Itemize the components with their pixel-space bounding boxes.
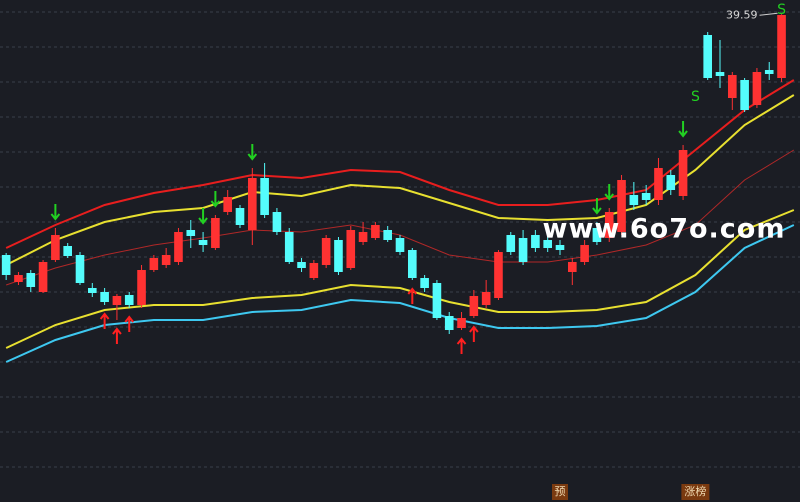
- s-label: S: [691, 89, 700, 105]
- candle-body: [371, 225, 380, 238]
- candle-body: [51, 235, 60, 260]
- candle-body: [592, 228, 602, 242]
- candle-body: [248, 178, 257, 230]
- candle-body: [383, 230, 392, 240]
- candle-body: [494, 252, 503, 298]
- candle-body: [100, 292, 109, 302]
- buy-arrow: [112, 327, 122, 344]
- candle-body: [284, 232, 294, 262]
- sell-arrow: [198, 208, 208, 225]
- candle-body: [728, 75, 737, 98]
- candle-body: [555, 245, 565, 250]
- candle-body: [469, 296, 479, 316]
- bottom-marker: 涨榜: [681, 484, 710, 500]
- candle-body: [444, 316, 454, 330]
- s-label: S: [777, 2, 786, 18]
- sell-arrow: [678, 121, 688, 138]
- candle-body: [715, 72, 725, 76]
- candle-body: [617, 180, 626, 232]
- candle-body: [432, 283, 442, 318]
- candle-body: [531, 235, 540, 248]
- candle-body: [457, 318, 466, 328]
- band-line: [5, 209, 795, 349]
- candle-body: [678, 150, 688, 196]
- candle-body: [420, 278, 429, 288]
- sell-arrow: [604, 184, 615, 201]
- marker-box: [552, 484, 568, 500]
- candle-body: [174, 232, 183, 262]
- candle-body: [654, 168, 663, 200]
- buy-arrow: [124, 315, 135, 332]
- marker-label: 预: [555, 485, 566, 498]
- candle-body: [75, 255, 85, 283]
- candle-body: [506, 235, 516, 252]
- high-label: 39.59: [726, 8, 758, 21]
- sell-arrow: [210, 191, 221, 208]
- candle-body: [777, 15, 786, 78]
- candle-body: [604, 212, 614, 238]
- candle-body: [309, 263, 319, 278]
- candle-body: [481, 292, 491, 305]
- band-line: [5, 224, 795, 363]
- candle-body: [149, 258, 159, 270]
- candle-body: [235, 208, 245, 225]
- candle-body: [703, 35, 712, 78]
- candle-body: [137, 270, 146, 305]
- candle-body: [1, 255, 11, 275]
- candle-body: [752, 72, 762, 105]
- candle-body: [740, 80, 749, 110]
- candle-body: [641, 193, 651, 200]
- candle-body: [38, 262, 48, 292]
- candle-body: [568, 262, 577, 272]
- candle-body: [580, 245, 589, 262]
- candle-body: [14, 275, 23, 282]
- candle-body: [408, 250, 417, 278]
- candle-body: [629, 195, 639, 205]
- marker-label: 涨榜: [684, 484, 706, 498]
- candle-body: [764, 70, 774, 74]
- candle-body: [334, 240, 343, 272]
- sell-arrow: [50, 204, 61, 221]
- candle-body: [161, 255, 171, 265]
- candle-body: [223, 197, 232, 212]
- bottom-marker: 预: [552, 484, 568, 500]
- candle-body: [358, 232, 368, 242]
- buy-arrow: [407, 287, 418, 304]
- candle-body: [26, 273, 36, 287]
- candle-body: [211, 218, 220, 248]
- candle-body: [666, 175, 676, 190]
- sell-arrow: [247, 144, 258, 161]
- watermark: www.6o7o.com: [543, 214, 786, 245]
- buy-arrow: [456, 337, 467, 354]
- marker-box: [681, 484, 710, 500]
- candle-body: [395, 238, 405, 252]
- candle-body: [346, 230, 356, 268]
- candle-body: [112, 296, 122, 305]
- candle-body: [260, 178, 269, 215]
- candle-body: [272, 212, 282, 232]
- candle-body: [88, 288, 97, 293]
- candle-body: [321, 238, 331, 265]
- candle-body: [297, 262, 306, 268]
- candle-body: [124, 295, 134, 305]
- candle-body: [543, 240, 552, 248]
- candle-body: [518, 238, 528, 262]
- candle-body: [198, 240, 208, 245]
- candle-body: [186, 230, 196, 236]
- sell-arrow: [592, 198, 602, 215]
- high-pointer: [759, 12, 778, 16]
- buy-arrow: [469, 325, 479, 342]
- candle-body: [63, 246, 72, 256]
- buy-arrow: [99, 312, 110, 329]
